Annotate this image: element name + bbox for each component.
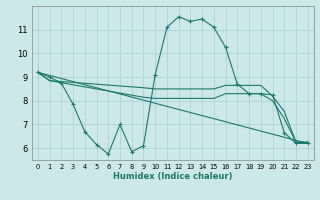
X-axis label: Humidex (Indice chaleur): Humidex (Indice chaleur) — [113, 172, 233, 181]
